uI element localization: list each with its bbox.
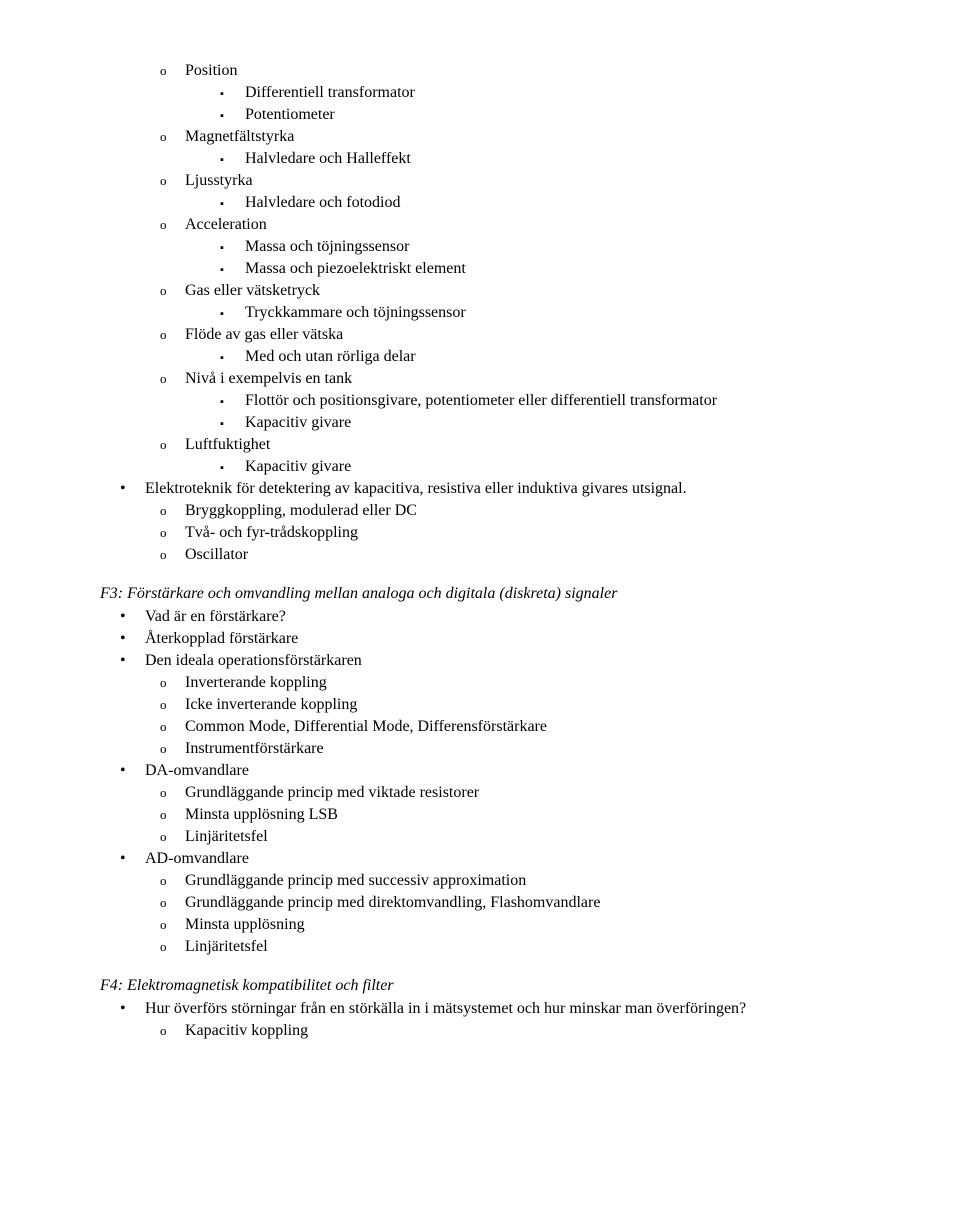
item-med-utan-rorliga: Med och utan rörliga delar	[220, 346, 880, 368]
item-da-grundlaggande: Grundläggande princip med viktade resist…	[160, 782, 880, 804]
item-kapacitiv-koppling: Kapacitiv koppling	[160, 1020, 880, 1042]
item-ad-successiv: Grundläggande princip med successiv appr…	[160, 870, 880, 892]
item-common-mode: Common Mode, Differential Mode, Differen…	[160, 716, 880, 738]
item-da-omvandlare: DA-omvandlare	[120, 760, 880, 782]
item-ljusstyrka: Ljusstyrka	[160, 170, 880, 192]
item-position: Position	[160, 60, 880, 82]
item-magnetfaltstyrka: Magnetfältstyrka	[160, 126, 880, 148]
item-halvledare-halleffekt: Halvledare och Halleffekt	[220, 148, 880, 170]
item-tryckkammare: Tryckkammare och töjningssensor	[220, 302, 880, 324]
item-da-minsta-upplosning: Minsta upplösning LSB	[160, 804, 880, 826]
f4-heading: F4: Elektromagnetisk kompatibilitet och …	[100, 976, 880, 996]
item-oscillator: Oscillator	[160, 544, 880, 566]
item-elektroteknik: Elektroteknik för detektering av kapacit…	[120, 478, 880, 500]
item-massa-piezo: Massa och piezoelektriskt element	[220, 258, 880, 280]
item-potentiometer: Potentiometer	[220, 104, 880, 126]
item-ad-direktomvandling: Grundläggande princip med direktomvandli…	[160, 892, 880, 914]
item-bryggkoppling: Bryggkoppling, modulerad eller DC	[160, 500, 880, 522]
item-instrumentforstarkare: Instrumentförstärkare	[160, 738, 880, 760]
item-tva-fyr: Två- och fyr-trådskoppling	[160, 522, 880, 544]
item-flottor: Flottör och positionsgivare, potentiomet…	[220, 390, 880, 412]
item-acceleration: Acceleration	[160, 214, 880, 236]
item-kapacitiv-givare-1: Kapacitiv givare	[220, 412, 880, 434]
item-da-linjaritetsfel: Linjäritetsfel	[160, 826, 880, 848]
item-inverterande: Inverterande koppling	[160, 672, 880, 694]
item-niva-tank: Nivå i exempelvis en tank	[160, 368, 880, 390]
item-massa-tojnings: Massa och töjningssensor	[220, 236, 880, 258]
item-ideala-op: Den ideala operationsförstärkaren	[120, 650, 880, 672]
item-flode-gas-vatska: Flöde av gas eller vätska	[160, 324, 880, 346]
item-halvledare-fotodiod: Halvledare och fotodiod	[220, 192, 880, 214]
item-gas-vatsketryck: Gas eller vätsketryck	[160, 280, 880, 302]
item-diff-transformator: Differentiell transformator	[220, 82, 880, 104]
item-aterkopplad: Återkopplad förstärkare	[120, 628, 880, 650]
item-ad-linjaritetsfel: Linjäritetsfel	[160, 936, 880, 958]
item-vad-forstarkare: Vad är en förstärkare?	[120, 606, 880, 628]
item-ad-minsta-upplosning: Minsta upplösning	[160, 914, 880, 936]
f3-heading: F3: Förstärkare och omvandling mellan an…	[100, 584, 880, 604]
item-hur-overfors: Hur överförs störningar från en störkäll…	[120, 998, 880, 1020]
item-ad-omvandlare: AD-omvandlare	[120, 848, 880, 870]
item-luftfuktighet: Luftfuktighet	[160, 434, 880, 456]
item-kapacitiv-givare-2: Kapacitiv givare	[220, 456, 880, 478]
document-body: Position Differentiell transformator Pot…	[100, 60, 880, 1042]
item-icke-inverterande: Icke inverterande koppling	[160, 694, 880, 716]
